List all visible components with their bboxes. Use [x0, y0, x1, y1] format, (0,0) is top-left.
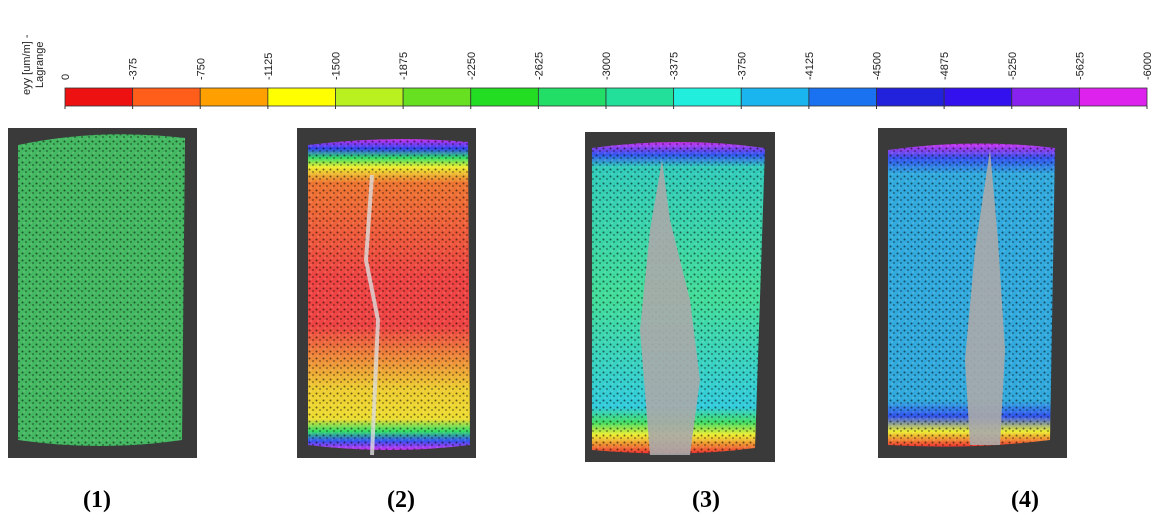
tick-label: -2250 [466, 52, 478, 80]
tick-label: -1125 [263, 53, 275, 80]
colorbar-segment [1011, 87, 1080, 107]
specimen-image [297, 128, 476, 458]
colorbar-segment [943, 87, 1013, 107]
colorbar-segment [673, 87, 742, 107]
tick-label: -1500 [331, 52, 343, 80]
tick-label: -5625 [1074, 52, 1086, 80]
tick-label: -3375 [669, 52, 681, 80]
colorbar-segment [605, 87, 675, 107]
tick-label: -750 [195, 58, 207, 80]
panel-label: (2) [387, 487, 415, 513]
colorbar-segment [470, 87, 539, 107]
colorbar-segment [808, 87, 877, 107]
colorbar-label: Lagrange [34, 42, 46, 89]
colorbar-segment [267, 87, 336, 107]
colorbar-segment [537, 87, 607, 107]
panel-label: (4) [1011, 487, 1039, 513]
tick-label: -375 [128, 58, 140, 80]
colorbar-segment [1078, 87, 1148, 107]
colorbar-segment [876, 87, 945, 107]
colorbar-segment [402, 87, 472, 107]
colorbar-label: eyy [um/m] - [21, 34, 33, 95]
tick-label: -4875 [939, 52, 951, 80]
tick-label: -2625 [533, 52, 545, 80]
tick-label: -3750 [736, 52, 748, 80]
tick-label: -4500 [872, 52, 884, 80]
colorbar-segment [64, 87, 134, 107]
tick-label: -4125 [804, 52, 816, 80]
colorbar-segment [335, 87, 404, 107]
tick-label: -6000 [1142, 52, 1154, 80]
specimen-image [8, 128, 197, 458]
tick-label: -1875 [398, 52, 410, 80]
colorbar: eyy [um/m] - Lagrange 0 -375 -750 -1125 -150… [21, 34, 1154, 109]
colorbar-segment [199, 87, 269, 107]
colorbar-segment [740, 87, 810, 107]
tick-label: -5250 [1007, 52, 1019, 80]
panel-label: (1) [83, 487, 111, 513]
tick-label: 0 [60, 74, 72, 80]
specimen-image [585, 132, 775, 462]
colorbar-segment [132, 87, 201, 107]
panel-label: (3) [692, 487, 720, 513]
specimen-image [878, 128, 1067, 458]
tick-label: -3000 [601, 52, 613, 80]
